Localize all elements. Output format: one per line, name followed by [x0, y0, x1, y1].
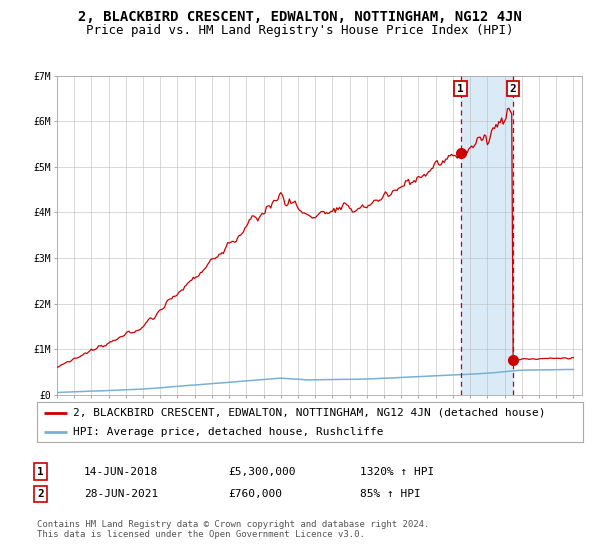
Text: Price paid vs. HM Land Registry's House Price Index (HPI): Price paid vs. HM Land Registry's House …: [86, 24, 514, 36]
Text: 1: 1: [37, 466, 44, 477]
Text: 2, BLACKBIRD CRESCENT, EDWALTON, NOTTINGHAM, NG12 4JN: 2, BLACKBIRD CRESCENT, EDWALTON, NOTTING…: [78, 10, 522, 24]
Text: £760,000: £760,000: [228, 489, 282, 499]
Text: 1: 1: [457, 83, 464, 94]
Text: 14-JUN-2018: 14-JUN-2018: [84, 466, 158, 477]
Text: 85% ↑ HPI: 85% ↑ HPI: [360, 489, 421, 499]
Text: 1320% ↑ HPI: 1320% ↑ HPI: [360, 466, 434, 477]
Text: HPI: Average price, detached house, Rushcliffe: HPI: Average price, detached house, Rush…: [73, 427, 383, 436]
Text: £5,300,000: £5,300,000: [228, 466, 296, 477]
Text: Contains HM Land Registry data © Crown copyright and database right 2024.
This d: Contains HM Land Registry data © Crown c…: [37, 520, 430, 539]
Text: 2: 2: [509, 83, 516, 94]
Text: 2: 2: [37, 489, 44, 499]
Text: 2, BLACKBIRD CRESCENT, EDWALTON, NOTTINGHAM, NG12 4JN (detached house): 2, BLACKBIRD CRESCENT, EDWALTON, NOTTING…: [73, 408, 545, 418]
Bar: [461, 76, 513, 395]
Text: 28-JUN-2021: 28-JUN-2021: [84, 489, 158, 499]
